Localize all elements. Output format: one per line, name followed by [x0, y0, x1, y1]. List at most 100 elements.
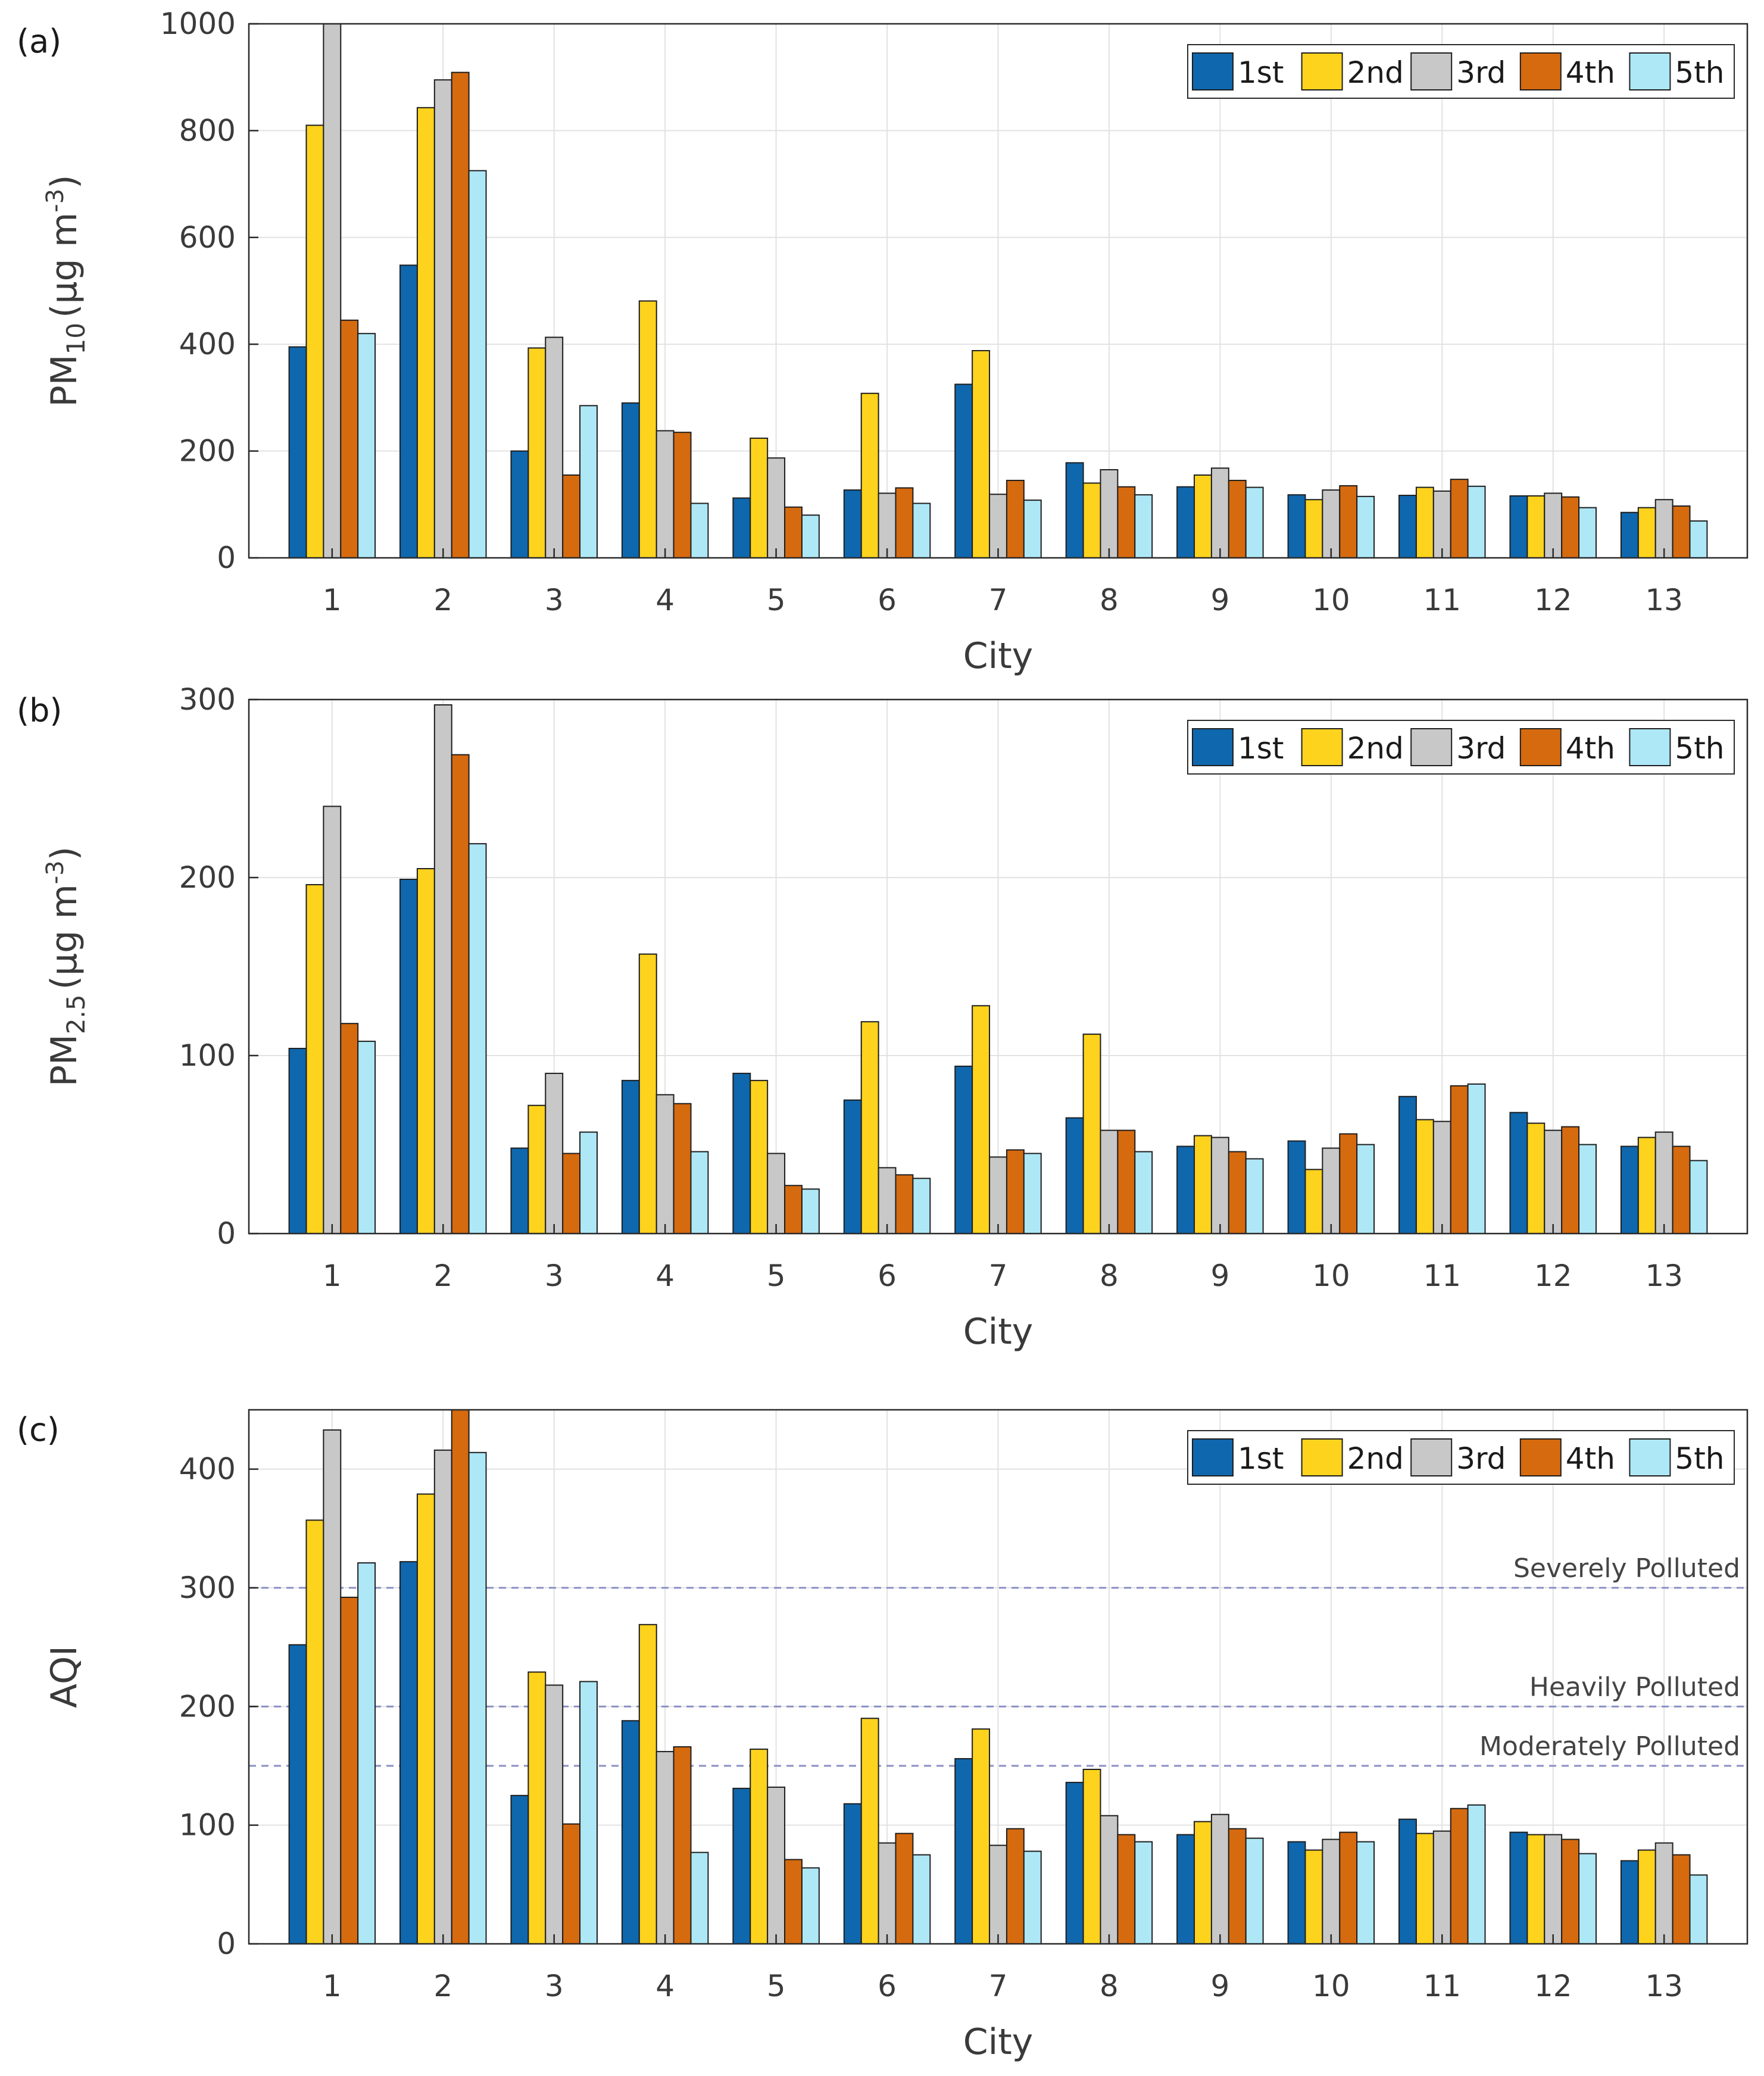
bar-5th-city-4 [690, 1151, 709, 1234]
bar-2nd-city-2 [416, 868, 435, 1235]
bar-4th-city-10 [1339, 1133, 1358, 1235]
bar-4th-city-6 [895, 1833, 914, 1945]
bar-3rd-city-8 [1100, 469, 1119, 558]
bar-3rd-city-13 [1654, 1131, 1674, 1234]
xtick-label: 2 [433, 1969, 452, 2003]
bar-4th-city-13 [1672, 505, 1691, 559]
bar-3rd-city-10 [1322, 489, 1341, 558]
bar-1st-city-3 [510, 450, 529, 558]
bar-2nd-city-6 [860, 392, 879, 558]
panel-label: (a) [17, 23, 61, 60]
bar-2nd-city-7 [972, 1005, 991, 1235]
bar-3rd-city-1 [323, 1429, 342, 1945]
bar-3rd-city-2 [433, 79, 452, 558]
bar-4th-city-6 [895, 1174, 914, 1234]
bar-5th-city-12 [1578, 507, 1597, 559]
bar-4th-city-3 [562, 474, 581, 559]
bar-3rd-city-11 [1432, 1830, 1451, 1944]
bar-3rd-city-6 [878, 1842, 897, 1944]
bar-1st-city-11 [1398, 1818, 1417, 1944]
bar-2nd-city-2 [416, 107, 435, 559]
x-axis-label: City [963, 1311, 1034, 1353]
bar-1st-city-5 [732, 497, 751, 559]
bar-3rd-city-12 [1544, 492, 1563, 559]
bar-1st-city-3 [510, 1794, 529, 1944]
bar-4th-city-13 [1672, 1854, 1691, 1944]
bar-5th-city-6 [912, 1178, 931, 1235]
xtick-label: 5 [767, 583, 786, 617]
legend-label-5th: 5th [1675, 55, 1724, 90]
xtick-label: 13 [1645, 1259, 1683, 1293]
legend-swatch-3rd [1410, 1438, 1453, 1476]
xtick-label: 4 [655, 583, 675, 617]
bar-5th-city-11 [1467, 1804, 1486, 1945]
xtick-label: 9 [1210, 583, 1229, 617]
panel-label: (b) [17, 692, 62, 729]
bar-2nd-city-8 [1082, 1768, 1101, 1944]
legend-label-1st: 1st [1238, 55, 1284, 90]
ytick-label: 0 [217, 1927, 236, 1961]
bar-3rd-city-13 [1654, 1842, 1674, 1944]
bar-1st-city-5 [732, 1072, 751, 1235]
bar-5th-city-8 [1134, 1151, 1153, 1234]
bar-1st-city-8 [1065, 1117, 1084, 1235]
bar-2nd-city-11 [1415, 1119, 1434, 1235]
bar-1st-city-9 [1176, 486, 1195, 558]
xtick-label: 11 [1423, 1969, 1461, 2003]
bar-1st-city-10 [1287, 494, 1306, 558]
bar-3rd-city-7 [989, 1844, 1007, 1944]
bar-5th-city-9 [1245, 486, 1264, 559]
bar-1st-city-6 [843, 1803, 862, 1944]
y-axis-label-unit: (μg m [43, 884, 85, 989]
bar-3rd-city-4 [655, 1094, 675, 1235]
bar-3rd-city-3 [545, 1684, 564, 1945]
xtick-label: 1 [323, 1969, 342, 2003]
bar-2nd-city-4 [638, 300, 657, 558]
threshold-label: Heavily Polluted [1529, 1672, 1740, 1702]
bar-4th-city-3 [562, 1153, 581, 1234]
bar-3rd-city-4 [655, 1751, 675, 1945]
bar-4th-city-10 [1339, 485, 1358, 559]
bar-1st-city-7 [954, 1758, 973, 1945]
bar-2nd-city-6 [860, 1021, 879, 1234]
bar-2nd-city-6 [860, 1718, 879, 1944]
ytick-label: 100 [179, 1808, 236, 1843]
bar-4th-city-12 [1561, 1838, 1580, 1944]
bar-2nd-city-9 [1194, 474, 1212, 559]
bar-5th-city-1 [357, 1562, 376, 1944]
bar-1st-city-4 [621, 1079, 640, 1234]
bar-4th-city-12 [1561, 496, 1580, 559]
bar-4th-city-5 [784, 506, 803, 558]
bar-5th-city-10 [1356, 1144, 1375, 1234]
xtick-label: 13 [1645, 583, 1683, 617]
bar-2nd-city-3 [527, 347, 547, 558]
bar-3rd-city-3 [545, 336, 564, 558]
bar-5th-city-13 [1689, 1874, 1708, 1945]
ytick-label: 0 [217, 541, 236, 575]
bar-5th-city-6 [912, 1854, 931, 1944]
bar-3rd-city-6 [878, 492, 897, 559]
y-axis-label: PM10 (μg m-3) [42, 175, 90, 407]
bar-1st-city-10 [1287, 1140, 1306, 1235]
bar-3rd-city-6 [878, 1167, 897, 1234]
legend-swatch-4th [1519, 728, 1562, 766]
bar-2nd-city-7 [972, 349, 991, 558]
bar-4th-city-4 [673, 1746, 692, 1945]
bar-3rd-city-2 [433, 1449, 452, 1945]
bar-4th-city-1 [340, 1596, 359, 1945]
bar-5th-city-2 [468, 1451, 487, 1944]
bar-4th-city-4 [673, 1103, 692, 1234]
bar-4th-city-11 [1450, 1085, 1469, 1234]
legend-swatch-2nd [1301, 1438, 1343, 1476]
xtick-label: 5 [767, 1969, 786, 2003]
bar-3rd-city-8 [1100, 1129, 1119, 1234]
bar-1st-city-8 [1065, 462, 1084, 558]
y-axis-label-unit: (μg m [43, 213, 85, 318]
bar-2nd-city-10 [1304, 1849, 1323, 1944]
y-axis-label-main: AQI [43, 1646, 85, 1708]
legend-label-1st: 1st [1238, 731, 1284, 766]
xtick-label: 4 [655, 1259, 675, 1293]
bar-5th-city-12 [1578, 1144, 1597, 1234]
bar-4th-city-7 [1006, 1149, 1025, 1234]
bar-4th-city-10 [1339, 1831, 1358, 1945]
